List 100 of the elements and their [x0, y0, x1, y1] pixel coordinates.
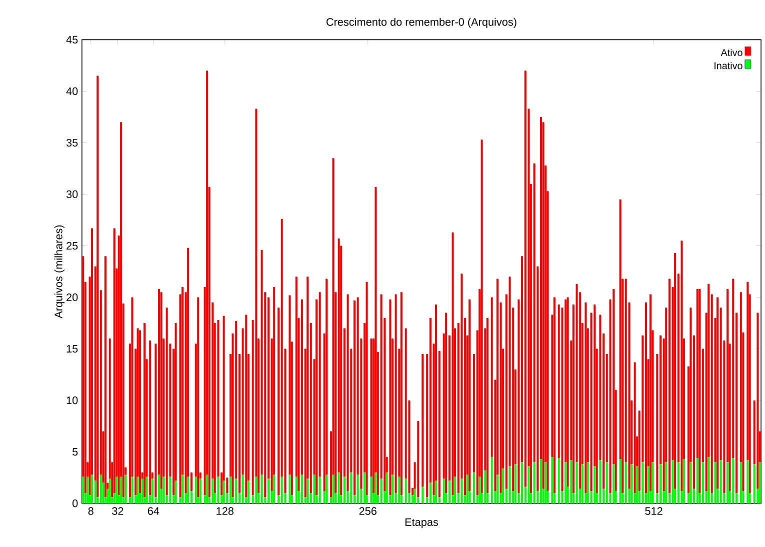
bar — [726, 462, 729, 504]
bar — [677, 462, 680, 504]
bar — [442, 478, 445, 504]
y-tick-label: 0 — [72, 499, 78, 508]
y-axis-title: Arquivos (milhares) — [54, 225, 64, 318]
bar — [576, 462, 578, 504]
bar — [139, 330, 142, 494]
bar — [394, 294, 397, 494]
bar — [624, 462, 627, 504]
bar — [194, 476, 197, 504]
bar — [206, 474, 208, 504]
y-tick-label: 30 — [66, 190, 78, 198]
bar — [680, 240, 683, 491]
bar — [366, 282, 368, 496]
bar — [660, 464, 662, 504]
bar — [521, 462, 524, 504]
bar — [690, 462, 692, 504]
bar — [581, 464, 584, 504]
bar — [644, 302, 647, 494]
bar — [732, 458, 734, 504]
bar — [242, 474, 244, 504]
bar — [740, 462, 742, 504]
bar — [417, 420, 420, 498]
bar — [400, 292, 402, 496]
y-tick-label: 15 — [66, 344, 78, 353]
bar — [540, 459, 542, 504]
legend-label: Inativo — [714, 62, 742, 70]
bar — [528, 466, 530, 504]
bar — [714, 462, 716, 504]
bar — [187, 476, 190, 504]
bar — [100, 474, 102, 504]
bar — [306, 478, 309, 504]
bar — [448, 480, 450, 504]
bar — [255, 476, 258, 504]
bar — [478, 476, 481, 504]
x-axis-title: Etapas — [405, 518, 438, 528]
x-tick-label: 8 — [88, 507, 94, 515]
bar — [586, 462, 589, 504]
legend-label: Ativo — [720, 48, 742, 56]
bar — [217, 476, 220, 504]
bar — [422, 354, 424, 487]
y-tick-label: 10 — [66, 396, 78, 404]
bar — [564, 462, 567, 504]
chart-title: Crescimento do remember-0 (Arquivos) — [326, 18, 516, 28]
bar — [619, 459, 622, 504]
bar — [235, 478, 238, 504]
bar — [756, 312, 759, 489]
bar — [90, 474, 94, 504]
bar — [584, 302, 587, 494]
bar — [380, 478, 382, 504]
y-tick-label: 35 — [66, 138, 78, 147]
bar — [267, 478, 270, 504]
bar — [720, 460, 722, 504]
bar — [484, 470, 486, 504]
bar — [636, 466, 638, 504]
bar — [313, 474, 316, 504]
x-tick-label: 32 — [112, 507, 124, 515]
y-tick-label: 20 — [66, 293, 78, 302]
bar — [169, 476, 172, 504]
bar — [716, 297, 718, 489]
bar — [460, 478, 463, 504]
bar — [280, 476, 283, 504]
bar — [96, 76, 99, 498]
bar — [350, 472, 352, 504]
bar — [508, 466, 511, 504]
bar — [247, 480, 250, 504]
bar — [326, 474, 328, 504]
bar — [544, 462, 546, 504]
bar — [698, 289, 701, 494]
bar — [245, 314, 248, 498]
bar — [630, 464, 632, 504]
bar — [300, 474, 303, 504]
x-tick-label: 512 — [645, 507, 662, 515]
bar — [158, 474, 160, 504]
bar — [414, 488, 416, 504]
bar — [429, 482, 432, 504]
bar — [120, 476, 122, 504]
bar — [174, 480, 177, 504]
bar — [108, 478, 111, 504]
bar — [364, 472, 366, 504]
bar — [480, 140, 483, 494]
bar — [386, 472, 388, 504]
bar — [496, 474, 498, 504]
bar — [162, 476, 164, 504]
bar — [116, 476, 118, 504]
bar — [642, 462, 644, 504]
bar — [486, 318, 488, 494]
bar — [229, 476, 232, 504]
bar — [668, 278, 670, 494]
bar — [435, 480, 438, 504]
y-tick-label: 25 — [66, 242, 78, 250]
bar — [166, 308, 168, 496]
bar — [295, 476, 298, 504]
bar — [113, 228, 116, 494]
bar — [682, 459, 685, 504]
bar — [445, 312, 448, 494]
bar — [338, 472, 340, 504]
bar — [332, 474, 334, 504]
bar — [524, 70, 526, 487]
bar — [558, 458, 560, 504]
